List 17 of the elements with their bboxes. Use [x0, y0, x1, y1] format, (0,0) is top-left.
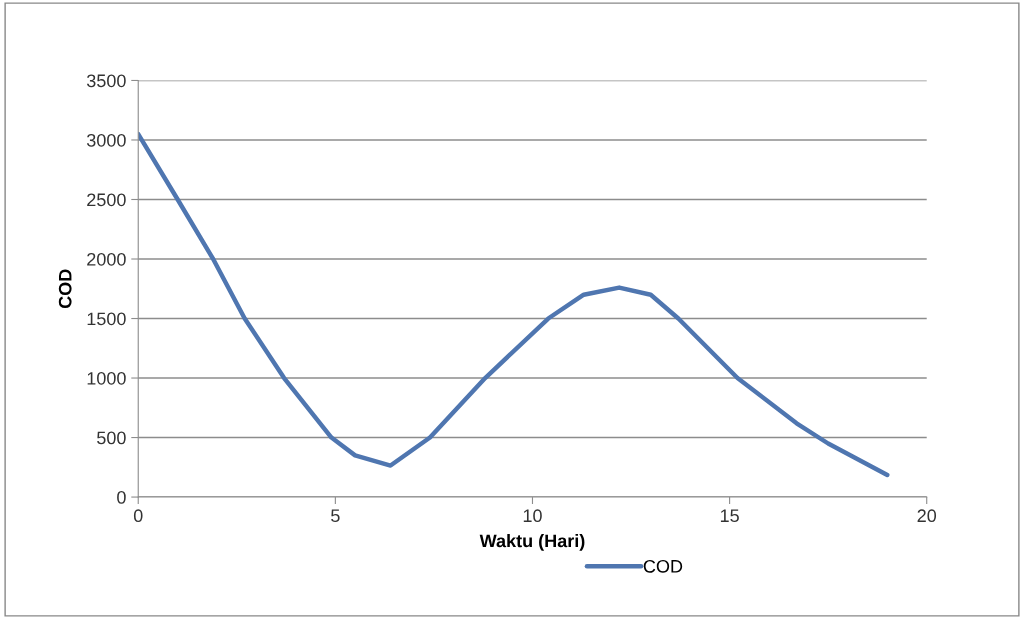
x-tick-label: 10	[523, 509, 542, 523]
y-axis-title: COD	[58, 269, 72, 309]
y-tick-label: 500	[97, 431, 126, 445]
y-tick-label: 3000	[86, 133, 126, 147]
legend-label: COD	[643, 559, 683, 573]
x-axis-title: Waktu (Hari)	[479, 534, 585, 551]
y-tick-label: 2000	[87, 252, 126, 266]
y-tick-label: 1000	[87, 371, 126, 385]
y-tick-label: 1500	[87, 312, 126, 326]
x-tick-label: 20	[917, 509, 937, 523]
x-tick-label: 15	[720, 509, 739, 523]
x-tick-label: 5	[331, 509, 340, 523]
y-tick-label: 0	[117, 490, 126, 504]
y-tick-label: 2500	[87, 193, 126, 207]
x-tick-label: 0	[133, 509, 143, 523]
line-series	[138, 131, 890, 478]
y-tick-label: 3500	[86, 74, 126, 88]
